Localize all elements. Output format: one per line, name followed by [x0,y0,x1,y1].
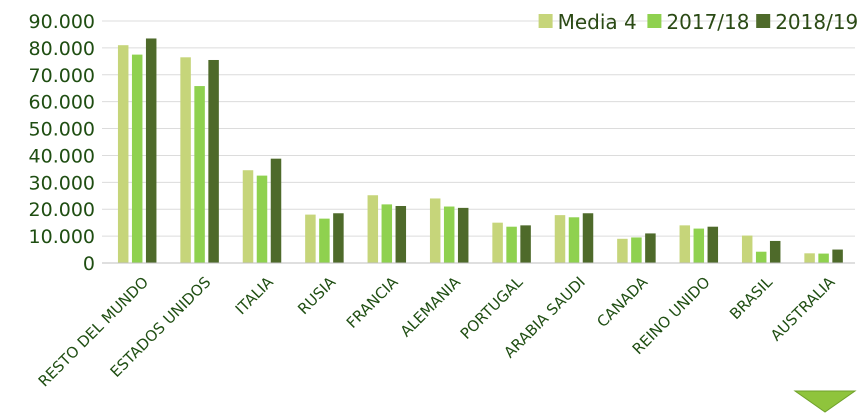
x-tick-label: FRANCIA [343,273,402,332]
bar [631,237,642,263]
bar [741,235,753,263]
bar [492,222,503,263]
bar [707,226,719,263]
y-tick-label: 60.000 [29,92,95,114]
bar [180,57,191,263]
bar [194,86,205,264]
y-tick-label: 10.000 [29,226,95,248]
bar [457,207,469,263]
bar [832,249,843,263]
bar [333,213,344,263]
gridlines [102,20,855,237]
bar [429,198,441,263]
bar [367,195,379,263]
bar [395,205,407,263]
x-tick-label: CANADA [593,273,651,331]
bar [804,253,815,263]
bar [256,175,268,263]
bar [693,228,705,263]
y-tick-label: 70.000 [29,65,95,87]
x-tick-label: ALEMANIA [397,273,465,341]
x-tick-label: BRASIL [726,273,776,323]
bar [506,226,517,263]
y-tick-label: 0 [83,253,95,275]
x-tick-label: RESTO DEL MUNDO [35,273,152,390]
bar [305,214,316,263]
bar [270,158,282,263]
bar [679,225,691,263]
legend-label: 2018/19 [775,10,858,34]
x-tick-label: RUSIA [294,273,340,318]
x-tick-label: ITALIA [232,273,278,319]
y-axis-ticks: 0 10.000 20.000 30.000 40.000 50.000 60.000 70.… [29,11,95,275]
bar [117,45,129,264]
bar [520,225,531,263]
down-arrow-icon[interactable] [793,390,857,413]
bar [755,251,767,263]
legend-swatch [756,14,771,28]
legend-swatch [538,14,553,28]
y-tick-label: 50.000 [29,119,95,141]
legend-label: Media 4 [558,10,637,34]
legend-swatch [647,14,662,28]
bar [769,240,781,263]
legend-label: 2017/18 [666,10,749,34]
bar [381,204,393,263]
bar [582,213,594,263]
bar [443,206,455,263]
bar [568,217,580,263]
legend: Media 4 2017/18 2018/19 [538,10,858,34]
y-tick-label: 80.000 [29,38,95,60]
bar [242,170,254,263]
y-tick-label: 20.000 [29,199,95,221]
x-tick-label: AUSTRALIA [767,273,839,345]
y-tick-label: 40.000 [29,145,95,167]
bar [617,238,628,263]
bar [208,59,219,263]
bars [117,38,843,264]
bar [319,218,330,263]
bar [645,233,656,263]
y-tick-label: 90.000 [29,11,95,33]
bar [145,38,157,263]
bar [554,215,566,263]
bar [818,253,829,263]
y-tick-label: 30.000 [29,172,95,194]
bar [131,54,143,263]
down-arrow-icon-shape[interactable] [793,390,857,413]
